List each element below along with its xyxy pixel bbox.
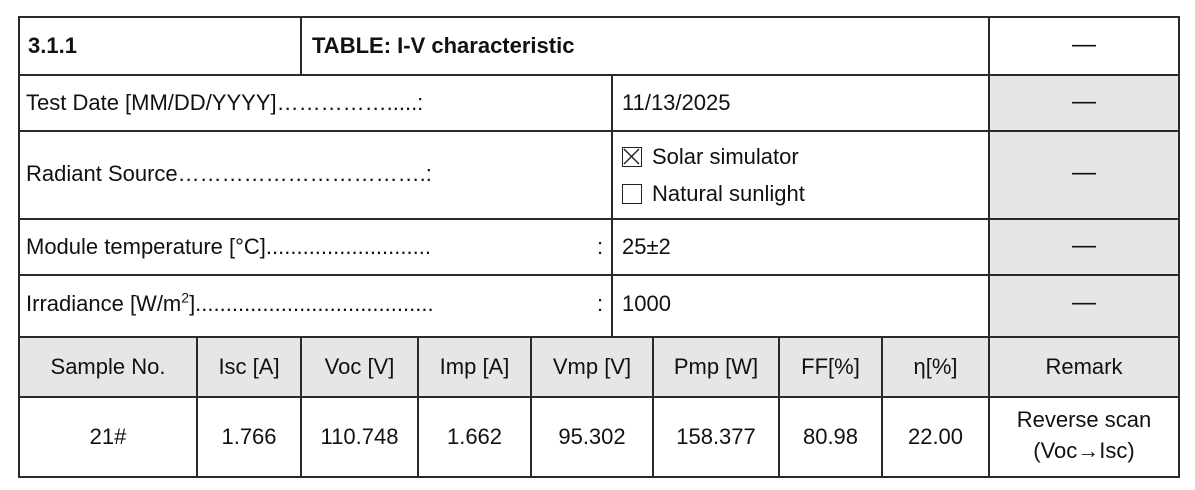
unchecked-checkbox-icon[interactable]: [622, 184, 642, 204]
cell-remark-line1: Reverse scan: [1016, 407, 1152, 432]
module-temperature-verdict: —: [1072, 232, 1096, 259]
module-temperature-value: 25±2: [622, 234, 671, 259]
cell-remark-line2: (Voc→Isc): [1033, 438, 1135, 463]
table-title: TABLE: I-V characteristic: [312, 33, 575, 58]
header-voc: Voc [V]: [324, 354, 395, 379]
header-ff: FF[%]: [801, 354, 860, 379]
radiant-source-label: Radiant Source…………………………….:: [26, 161, 432, 186]
header-pmp: Pmp [W]: [673, 354, 759, 379]
cell-pmp: 158.377: [676, 424, 756, 449]
module-temperature-label: Module temperature [°C].................…: [26, 234, 431, 259]
irradiance-verdict: —: [1072, 289, 1096, 316]
option-solar-simulator[interactable]: Solar simulator: [622, 144, 799, 170]
header-eta: η[%]: [913, 354, 958, 379]
header-sample-no: Sample No.: [50, 354, 166, 379]
option-natural-sunlight-label: Natural sunlight: [652, 181, 805, 206]
module-temperature-colon: :: [597, 234, 604, 259]
header-row-shade: [18, 337, 1180, 397]
option-solar-simulator-label: Solar simulator: [652, 144, 799, 169]
cell-isc: 1.766: [221, 424, 277, 449]
checked-checkbox-icon[interactable]: [622, 147, 642, 167]
header-remark: Remark: [1045, 354, 1123, 379]
test-date-verdict: —: [1072, 88, 1096, 115]
test-date-value: 11/13/2025: [622, 90, 731, 115]
title-verdict: —: [1072, 31, 1096, 58]
cell-eta: 22.00: [907, 424, 964, 449]
cell-voc: 110.748: [320, 424, 399, 449]
cell-vmp: 95.302: [558, 424, 626, 449]
test-date-label: Test Date [MM/DD/YYYY]…………….....:: [26, 90, 424, 115]
header-isc: Isc [A]: [218, 354, 280, 379]
irradiance-label: Irradiance [W/m2].......................…: [26, 289, 434, 316]
option-natural-sunlight[interactable]: Natural sunlight: [622, 181, 805, 207]
radiant-source-verdict: —: [1072, 159, 1096, 186]
irradiance-value: 1000: [622, 291, 671, 316]
section-number: 3.1.1: [28, 33, 77, 58]
header-vmp: Vmp [V]: [552, 354, 632, 379]
cell-imp: 1.662: [446, 424, 503, 449]
cell-sample-no: 21#: [89, 424, 127, 449]
cell-ff: 80.98: [802, 424, 859, 449]
verdict-shade: [990, 75, 1180, 345]
header-imp: Imp [A]: [439, 354, 510, 379]
irradiance-colon: :: [597, 291, 604, 316]
